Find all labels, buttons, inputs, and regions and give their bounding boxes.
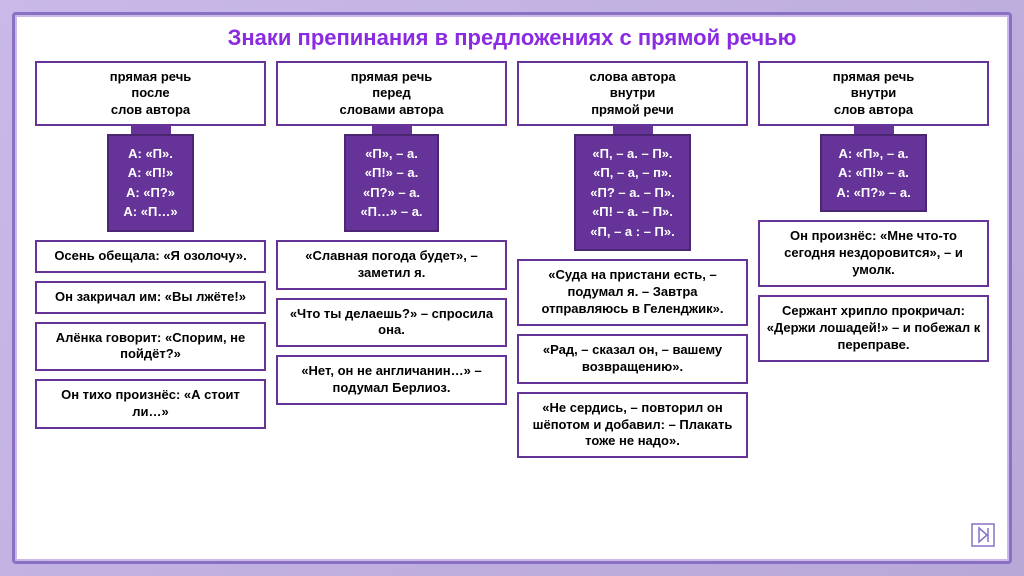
example-box: Алёнка говорит: «Спорим, не пойдёт?» [35,322,266,372]
example-box: Он тихо произнёс: «А стоит ли…» [35,379,266,429]
next-nav-icon[interactable] [971,523,995,547]
example-box: «Славная погода будет», – заметил я. [276,240,507,290]
example-box: Сержант хрипло прокричал: «Держи лошадей… [758,295,989,362]
formula-box: «П», – а.«П!» – а.«П?» – а.«П…» – а. [344,134,438,232]
example-box: «Нет, он не англичанин…» – подумал Берли… [276,355,507,405]
column-1: прямая речьпередсловами автора «П», – а.«… [276,61,507,405]
formula-box: А: «П».А: «П!»А: «П?»А: «П…» [107,134,193,232]
column-header: прямая речьвнутрислов автора [758,61,989,126]
connector [613,126,653,134]
example-box: «Рад, – сказал он, – вашему возвращению»… [517,334,748,384]
example-box: Он закричал им: «Вы лжёте!» [35,281,266,314]
column-header: прямая речьпослеслов автора [35,61,266,126]
example-box: «Не сердись, – повторил он шёпотом и доб… [517,392,748,459]
connector [854,126,894,134]
connector [131,126,171,134]
main-frame: Знаки препинания в предложениях с прямой… [12,12,1012,564]
formula-box: А: «П», – а.А: «П!» – а.А: «П?» – а. [820,134,926,213]
example-box: «Что ты делаешь?» – спросила она. [276,298,507,348]
connector [372,126,412,134]
column-header: слова авторавнутрипрямой речи [517,61,748,126]
column-0: прямая речьпослеслов автора А: «П».А: «П!… [35,61,266,429]
example-box: «Суда на пристани есть, – подумал я. – З… [517,259,748,326]
column-3: прямая речьвнутрислов автора А: «П», – а.… [758,61,989,362]
column-2: слова авторавнутрипрямой речи «П, – а. – … [517,61,748,458]
columns-container: прямая речьпослеслов автора А: «П».А: «П!… [35,61,989,458]
page-title: Знаки препинания в предложениях с прямой… [35,25,989,51]
column-header: прямая речьпередсловами автора [276,61,507,126]
formula-box: «П, – а. – П».«П, – а, – п».«П? – а. – П… [574,134,690,252]
example-box: Осень обещала: «Я озолочу». [35,240,266,273]
example-box: Он произнёс: «Мне что-то сегодня нездоро… [758,220,989,287]
